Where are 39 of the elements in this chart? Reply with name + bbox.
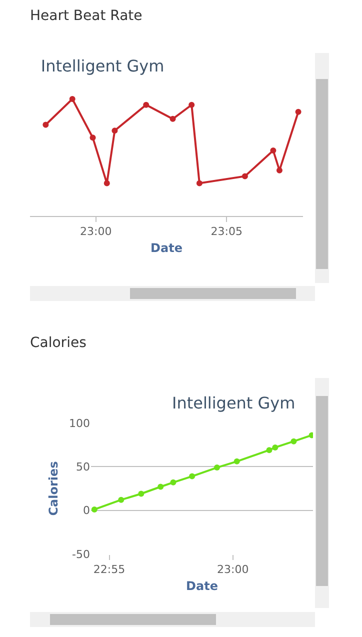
point (138, 490, 144, 497)
point (69, 96, 76, 102)
point (91, 506, 98, 512)
chart-title: Heart Beat Rate (30, 8, 142, 24)
point (234, 458, 240, 464)
x-axis-title: Date (150, 241, 182, 256)
point (104, 180, 110, 186)
point (170, 479, 176, 486)
chart-subtitle: Intelligent Gym (172, 394, 296, 413)
point (42, 122, 49, 128)
y-tick-label: 50 (76, 460, 90, 474)
x-tick-label: 23:00 (80, 225, 112, 238)
chart-subtitle: Intelligent Gym (40, 56, 164, 76)
y-tick-label: 0 (83, 504, 90, 518)
point (112, 128, 118, 134)
point (188, 102, 195, 108)
point (143, 102, 150, 108)
point (90, 134, 96, 141)
point (196, 180, 202, 186)
point (266, 447, 272, 454)
point (118, 496, 124, 503)
y-tick-label: 100 (69, 416, 90, 430)
x-tick-label: 23:05 (210, 225, 242, 238)
point (295, 108, 302, 115)
x-tick-label: 23:00 (217, 563, 249, 576)
chart-title: Calories (30, 335, 86, 351)
point (290, 438, 297, 444)
point (189, 473, 196, 480)
point (272, 444, 278, 450)
point (276, 167, 282, 174)
y-axis-title: Calories (46, 461, 60, 516)
point (170, 116, 176, 122)
y-tick-label: -50 (72, 548, 90, 561)
point (242, 173, 248, 180)
point (270, 148, 276, 154)
point (214, 464, 220, 471)
x-axis-title: Date (186, 579, 218, 594)
x-tick-label: 22:55 (93, 563, 126, 576)
point (158, 484, 164, 490)
